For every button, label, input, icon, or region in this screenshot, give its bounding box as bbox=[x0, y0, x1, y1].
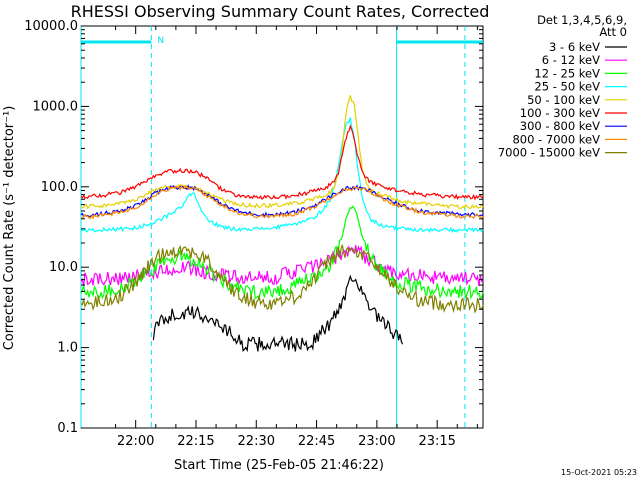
y-axis-label: Corrected Count Rate (s⁻¹ detector⁻¹) bbox=[2, 106, 17, 351]
y-tick-label: 0.1 bbox=[57, 421, 78, 436]
x-axis-ticks: 22:00 22:15 22:30 22:45 23:00 23:15 bbox=[115, 26, 478, 449]
series-lines bbox=[80, 95, 484, 353]
flag-label: N bbox=[157, 36, 164, 46]
y-tick-label: 1.0 bbox=[57, 341, 78, 356]
y-tick-label: 10000.0 bbox=[24, 19, 78, 34]
series-0 bbox=[152, 274, 404, 353]
y-axis-ticks: 0.1 1.0 10.0 100.0 1000.0 10000.0 bbox=[24, 19, 483, 436]
series-2 bbox=[80, 205, 484, 301]
legend-entry: 300 - 800 keV bbox=[520, 119, 600, 133]
chart-title: RHESSI Observing Summary Count Rates, Co… bbox=[71, 2, 490, 21]
x-tick-label: 23:15 bbox=[418, 434, 455, 449]
attenuator-markers: N bbox=[80, 26, 483, 428]
series-1 bbox=[80, 244, 484, 287]
y-tick-label: 10.0 bbox=[49, 260, 78, 275]
x-tick-label: 22:45 bbox=[298, 434, 335, 449]
legend-header: Det 1,3,4,5,6,9, bbox=[537, 13, 627, 27]
series-8 bbox=[80, 244, 484, 314]
x-axis-label: Start Time (25-Feb-05 21:46:22) bbox=[174, 458, 384, 473]
y-tick-label: 100.0 bbox=[41, 180, 78, 195]
legend-entry: 100 - 300 keV bbox=[520, 106, 600, 120]
legend-entry: 25 - 50 keV bbox=[534, 80, 600, 94]
series-7 bbox=[80, 185, 484, 220]
x-tick-label: 22:00 bbox=[117, 434, 154, 449]
x-tick-label: 22:15 bbox=[177, 434, 214, 449]
y-tick-label: 1000.0 bbox=[33, 99, 79, 114]
plot-frame bbox=[80, 25, 484, 429]
x-tick-label: 23:00 bbox=[358, 434, 395, 449]
legend-entry: 50 - 100 keV bbox=[527, 93, 600, 107]
legend-entry: 7000 - 15000 keV bbox=[498, 146, 600, 160]
series-4 bbox=[80, 95, 484, 210]
legend-header: Att 0 bbox=[599, 25, 627, 39]
legend-entry: 6 - 12 keV bbox=[542, 53, 600, 67]
x-tick-label: 22:30 bbox=[238, 434, 275, 449]
legend-entry: 3 - 6 keV bbox=[549, 40, 600, 54]
series-5 bbox=[80, 124, 484, 201]
legend-entry: 800 - 7000 keV bbox=[512, 132, 600, 146]
series-3 bbox=[80, 117, 484, 234]
timestamp: 15-Oct-2021 05:23 bbox=[561, 468, 637, 477]
legend-entry: 12 - 25 keV bbox=[534, 66, 600, 80]
